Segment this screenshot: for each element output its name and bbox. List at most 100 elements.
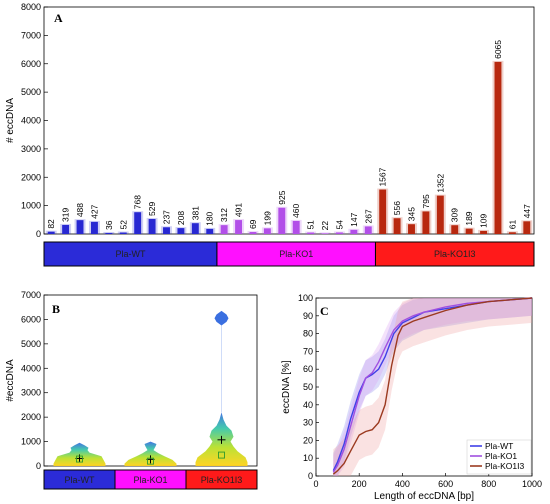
panel-c-xtick-label: 200 bbox=[352, 479, 367, 489]
panel-b-ytick-label: 0 bbox=[36, 461, 41, 471]
panel-c-series-line bbox=[332, 297, 533, 475]
panel-b-ytick-label: 4000 bbox=[21, 363, 41, 373]
panel-c-ytick-label: 10 bbox=[303, 453, 313, 463]
panel-a-bar bbox=[191, 223, 199, 234]
panel-c-xtick-label: 0 bbox=[313, 479, 318, 489]
panel-a-plot-area bbox=[43, 6, 535, 235]
panel-a-ytick-label: 1000 bbox=[21, 201, 41, 211]
panel-b-ytick-label: 7000 bbox=[21, 290, 41, 300]
panel-a-data-label: 36 bbox=[104, 220, 114, 230]
panel-a-ytick-label: 8000 bbox=[21, 2, 41, 12]
panel-c-confidence-band bbox=[333, 298, 532, 476]
panel-a-bar bbox=[105, 232, 113, 234]
panel-a-group-block bbox=[216, 241, 376, 267]
panel-a-group-block bbox=[374, 241, 535, 267]
panel-a-data-label: 147 bbox=[349, 212, 359, 226]
panel-a-data-label: 208 bbox=[176, 211, 186, 225]
panel-a-bar bbox=[335, 232, 343, 234]
panel-a-bar bbox=[508, 232, 516, 234]
panel-a-data-label: 82 bbox=[46, 219, 56, 229]
panel-a-data-label: 237 bbox=[162, 210, 172, 224]
panel-a-group-label: Pla-WT bbox=[115, 249, 145, 259]
panel-a-data-label: 6065 bbox=[493, 40, 503, 59]
panel-c-legend-label: Pla-WT bbox=[485, 441, 513, 451]
panel-a-bar bbox=[62, 224, 70, 234]
panel-c-confidence-band bbox=[333, 298, 532, 476]
panel-a-group-label: Pla-KO1 bbox=[279, 249, 313, 259]
panel-b-violin bbox=[53, 442, 106, 466]
panel-a-bar bbox=[465, 228, 473, 234]
panel-a-data-label: 312 bbox=[219, 208, 229, 222]
panel-a-data-label: 556 bbox=[392, 201, 402, 215]
panel-a-ytick-label: 7000 bbox=[21, 30, 41, 40]
panel-a-data-label: 460 bbox=[291, 203, 301, 217]
panel-a-bar bbox=[90, 221, 98, 234]
panel-c-ytick-label: 70 bbox=[303, 346, 313, 356]
panel-a-data-label: 180 bbox=[205, 211, 215, 225]
panel-a-data-label: 22 bbox=[320, 221, 330, 231]
panel-a-ytick-label: 2000 bbox=[21, 172, 41, 182]
panel-c-ytick-label: 90 bbox=[303, 311, 313, 321]
panel-b-group-block bbox=[185, 469, 258, 490]
panel-c-xtick-label: 600 bbox=[438, 479, 453, 489]
panel-a-bar bbox=[148, 218, 156, 234]
panel-a-bar bbox=[134, 212, 142, 234]
panel-c-series-line bbox=[332, 297, 533, 473]
panel-a-bar bbox=[220, 225, 228, 234]
panel-c-ytick-label: 40 bbox=[303, 400, 313, 410]
panel-a-data-label: 345 bbox=[407, 207, 417, 221]
panel-a-data-label: 795 bbox=[421, 194, 431, 208]
panel-b-letter: B bbox=[52, 302, 60, 316]
panel-a-data-label: 381 bbox=[190, 206, 200, 220]
panel-a-bar bbox=[393, 218, 401, 234]
panel-b-ytick-label: 5000 bbox=[21, 339, 41, 349]
panel-c-xlabel: Length of eccDNA [bp] bbox=[374, 491, 474, 502]
panel-c-letter: C bbox=[320, 304, 329, 318]
panel-a-bar bbox=[422, 211, 430, 234]
panel-c-ytick-label: 0 bbox=[308, 471, 313, 481]
panel-b-group-label: Pla-KO1I3 bbox=[201, 475, 243, 485]
panel-a-ytick-label: 6000 bbox=[21, 59, 41, 69]
panel-b-ytick-label: 2000 bbox=[21, 412, 41, 422]
panel-a-data-label: 51 bbox=[306, 220, 316, 230]
panel-a-group-block bbox=[43, 241, 218, 267]
panel-a-data-label: 69 bbox=[248, 219, 258, 229]
panel-b-ylabel: #eccDNA bbox=[5, 359, 16, 402]
panel-c-confidence-band bbox=[333, 298, 532, 476]
panel-a-data-label: 54 bbox=[334, 220, 344, 230]
panel-a-bar bbox=[408, 224, 415, 234]
panel-b-ytick-label: 1000 bbox=[21, 437, 41, 447]
panel-a-bar bbox=[523, 221, 531, 234]
panel-c-xtick-label: 400 bbox=[395, 479, 410, 489]
panel-c-ytick-label: 100 bbox=[298, 293, 313, 303]
panel-c-ytick-label: 80 bbox=[303, 329, 313, 339]
panel-b-ytick-label: 3000 bbox=[21, 388, 41, 398]
panel-c-ylabel: eccDNA [%] bbox=[281, 360, 292, 414]
panel-a-bar bbox=[76, 220, 84, 234]
panel-a-bar bbox=[321, 233, 329, 234]
panel-a-data-label: 199 bbox=[262, 211, 272, 225]
panel-a-data-label: 447 bbox=[522, 204, 532, 218]
panel-b-median-marker bbox=[218, 451, 225, 459]
panel-b-group-label: Pla-WT bbox=[65, 475, 95, 485]
panel-c-legend-label: Pla-KO1I3 bbox=[485, 461, 524, 471]
panel-a-data-label: 61 bbox=[507, 220, 517, 230]
panel-c-ytick-label: 60 bbox=[303, 364, 313, 374]
panel-a-bar bbox=[451, 225, 459, 234]
panel-b-violin bbox=[124, 441, 177, 466]
panel-a-letter: A bbox=[54, 11, 63, 25]
panel-a-group-label: Pla-KO1I3 bbox=[434, 249, 476, 259]
panel-a-data-label: 109 bbox=[479, 213, 489, 227]
panel-a-bar bbox=[494, 61, 502, 234]
panel-a-bar bbox=[163, 227, 170, 234]
panel-c-ytick-label: 20 bbox=[303, 435, 313, 445]
panel-a-bar bbox=[278, 207, 286, 234]
panel-b-median-marker bbox=[147, 457, 154, 465]
panel-a-data-label: 1567 bbox=[378, 167, 388, 186]
panel-a-bar bbox=[292, 220, 300, 234]
panel-a-data-label: 189 bbox=[464, 211, 474, 225]
panel-a-data-label: 529 bbox=[147, 202, 157, 216]
panel-a-bar bbox=[436, 195, 444, 234]
panel-a-bar bbox=[364, 226, 372, 234]
panel-a-bar bbox=[307, 232, 315, 234]
